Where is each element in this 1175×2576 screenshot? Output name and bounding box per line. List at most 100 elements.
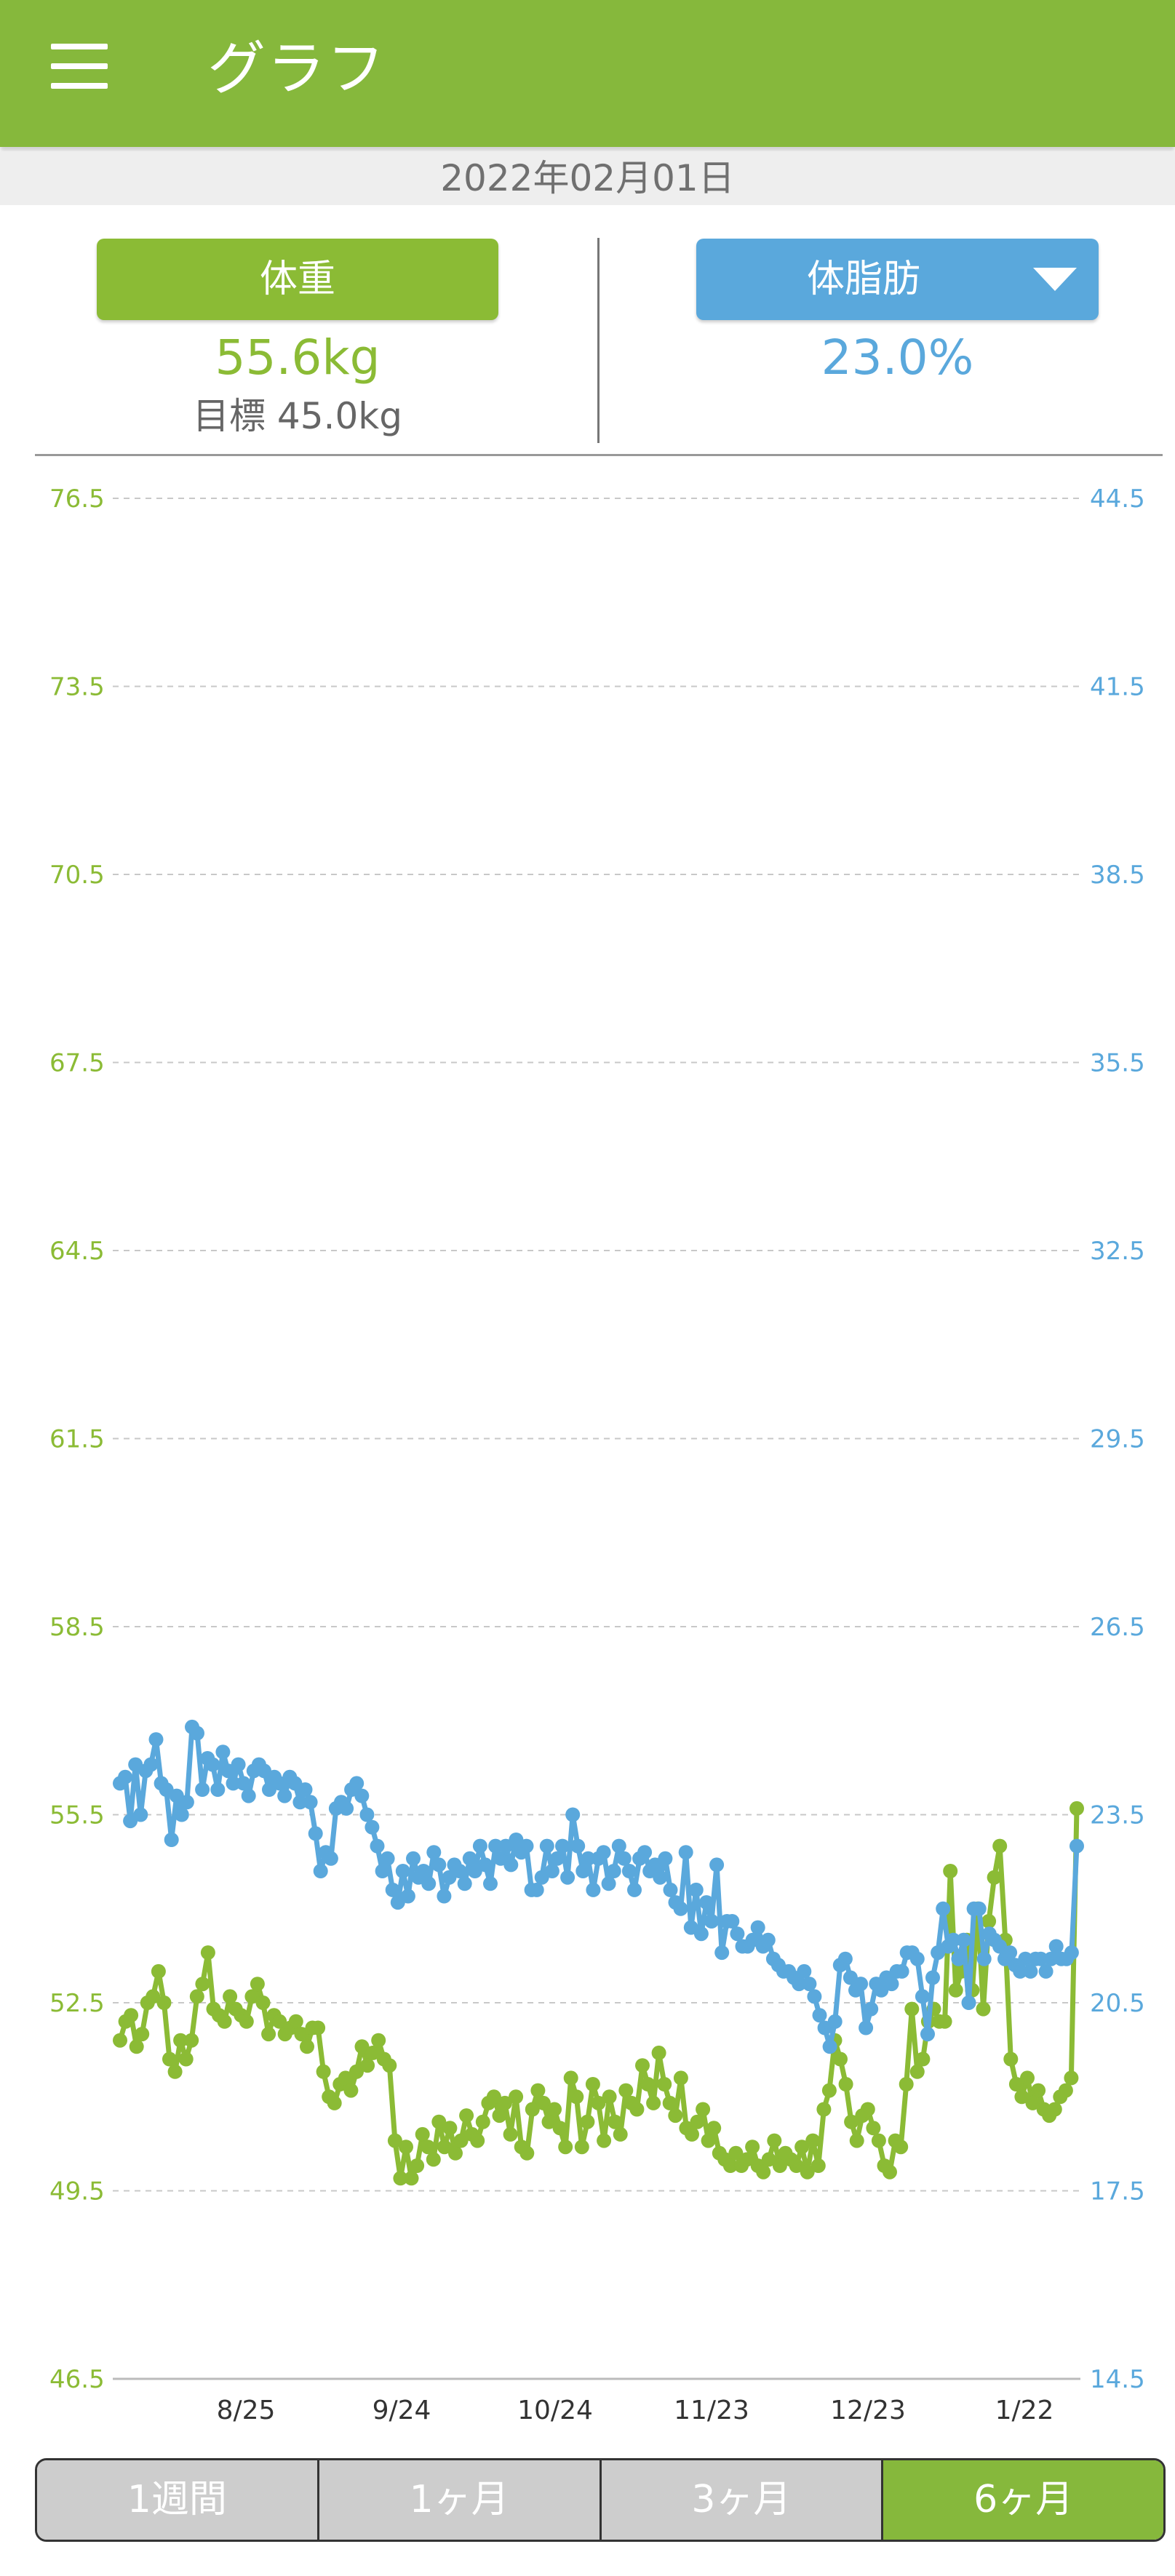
tab-1-week[interactable]: 1週間 bbox=[37, 2460, 319, 2540]
data-point-weight bbox=[810, 2158, 826, 2173]
data-point-body-fat bbox=[174, 1807, 189, 1822]
data-point-weight bbox=[113, 2033, 127, 2048]
y-right-tick-label: 23.5 bbox=[1090, 1801, 1145, 1830]
data-point-weight bbox=[728, 2145, 744, 2161]
data-point-body-fat bbox=[859, 2020, 874, 2035]
data-point-body-fat bbox=[400, 1889, 415, 1904]
data-point-weight bbox=[690, 2114, 705, 2129]
data-point-weight bbox=[618, 2083, 634, 2098]
data-point-body-fat bbox=[164, 1833, 179, 1847]
data-point-body-fat bbox=[971, 1901, 987, 1916]
data-point-body-fat bbox=[951, 1951, 966, 1966]
data-point-weight bbox=[442, 2121, 458, 2136]
x-tick-label: 10/24 bbox=[517, 2396, 593, 2423]
data-point-body-fat bbox=[797, 1963, 812, 1979]
tab-6-months[interactable]: 6ヶ月 bbox=[883, 2460, 1163, 2540]
data-point-body-fat bbox=[673, 1901, 688, 1916]
data-point-weight bbox=[316, 2064, 331, 2079]
data-point-body-fat bbox=[313, 1864, 328, 1878]
y-right-tick-label: 14.5 bbox=[1090, 2365, 1145, 2394]
data-point-weight bbox=[838, 2077, 853, 2091]
data-point-weight bbox=[585, 2077, 600, 2091]
y-left-tick-label: 46.5 bbox=[49, 2365, 105, 2394]
data-point-body-fat bbox=[118, 1769, 133, 1785]
data-point-weight bbox=[701, 2133, 716, 2148]
data-point-weight bbox=[651, 2045, 666, 2060]
data-point-weight bbox=[1025, 2095, 1040, 2110]
data-point-body-fat bbox=[231, 1757, 246, 1772]
tab-1-month[interactable]: 1ヶ月 bbox=[319, 2460, 602, 2540]
data-point-weight bbox=[943, 1864, 958, 1878]
data-point-body-fat bbox=[298, 1782, 313, 1797]
data-point-weight bbox=[866, 2121, 881, 2136]
data-point-weight bbox=[948, 1982, 963, 1998]
body-fat-value: 23.0% bbox=[821, 330, 974, 386]
data-point-body-fat bbox=[354, 1788, 370, 1803]
data-point-weight bbox=[849, 2133, 864, 2148]
data-point-weight bbox=[244, 1989, 260, 2004]
data-point-body-fat bbox=[627, 1882, 642, 1897]
data-point-body-fat bbox=[596, 1845, 611, 1860]
data-point-body-fat bbox=[431, 1857, 447, 1873]
caret-down-icon bbox=[1033, 268, 1077, 291]
data-point-body-fat bbox=[864, 2001, 879, 2017]
data-point-body-fat bbox=[678, 1845, 693, 1860]
y-left-tick-label: 55.5 bbox=[49, 1801, 105, 1830]
data-point-weight bbox=[250, 1977, 265, 1992]
data-point-weight bbox=[448, 2145, 463, 2161]
data-point-body-fat bbox=[663, 1882, 678, 1897]
data-point-weight bbox=[871, 2133, 886, 2148]
tab-3-months[interactable]: 3ヶ月 bbox=[601, 2460, 884, 2540]
data-point-weight bbox=[535, 2095, 551, 2110]
data-point-body-fat bbox=[277, 1788, 292, 1803]
data-point-weight bbox=[519, 2145, 535, 2161]
data-point-body-fat bbox=[457, 1876, 472, 1891]
data-point-body-fat bbox=[560, 1870, 575, 1885]
data-point-weight bbox=[431, 2114, 447, 2129]
data-point-weight bbox=[821, 2083, 837, 2098]
data-point-body-fat bbox=[462, 1851, 477, 1866]
data-point-body-fat bbox=[179, 1795, 194, 1810]
data-point-body-fat bbox=[616, 1851, 632, 1866]
data-point-weight bbox=[1008, 2077, 1024, 2091]
data-point-body-fat bbox=[709, 1857, 725, 1873]
body-fat-dropdown[interactable]: 体脂肪 bbox=[696, 239, 1099, 320]
data-point-weight bbox=[124, 2008, 139, 2023]
data-point-body-fat bbox=[555, 1838, 570, 1854]
data-point-weight bbox=[525, 2102, 540, 2117]
data-point-weight bbox=[387, 2133, 402, 2148]
data-point-body-fat bbox=[375, 1864, 390, 1878]
data-point-weight bbox=[261, 2027, 276, 2042]
data-point-weight bbox=[706, 2121, 722, 2136]
data-point-weight bbox=[800, 2164, 815, 2180]
data-point-body-fat bbox=[760, 1932, 776, 1947]
x-tick-label: 8/25 bbox=[217, 2396, 276, 2423]
data-point-weight bbox=[981, 1914, 997, 1929]
data-point-body-fat bbox=[472, 1838, 487, 1854]
y-right-tick-label: 20.5 bbox=[1090, 1989, 1145, 2018]
data-point-body-fat bbox=[621, 1864, 637, 1878]
data-point-weight bbox=[365, 2045, 381, 2060]
data-point-weight bbox=[200, 1945, 215, 1961]
summary-header: 体重 55.6kg 目標 45.0kg 体脂肪 23.0% bbox=[0, 205, 1175, 457]
data-point-weight bbox=[195, 1977, 210, 1992]
data-point-weight bbox=[816, 2102, 832, 2117]
data-point-body-fat bbox=[226, 1776, 241, 1791]
horizontal-divider bbox=[35, 454, 1163, 456]
weight-fat-chart[interactable]: 76.5 73.5 70.5 67.5 64.5 61.5 58.5 55.5 52.5 49.5… bbox=[0, 458, 1175, 2423]
menu-icon[interactable] bbox=[51, 44, 108, 89]
data-point-weight bbox=[217, 2014, 232, 2029]
data-point-body-fat bbox=[688, 1882, 704, 1897]
weight-button[interactable]: 体重 bbox=[97, 239, 498, 320]
data-point-weight bbox=[173, 2033, 188, 2048]
data-point-weight bbox=[547, 2102, 562, 2117]
y-left-tick-label: 76.5 bbox=[49, 485, 105, 514]
data-point-weight bbox=[756, 2164, 771, 2180]
data-point-body-fat bbox=[704, 1914, 719, 1929]
data-point-weight bbox=[162, 2051, 177, 2067]
data-point-body-fat bbox=[565, 1807, 581, 1822]
data-point-weight bbox=[613, 2126, 628, 2142]
data-point-weight bbox=[404, 2171, 419, 2186]
data-point-body-fat bbox=[195, 1782, 210, 1797]
y-right-tick-label: 35.5 bbox=[1090, 1049, 1145, 1078]
